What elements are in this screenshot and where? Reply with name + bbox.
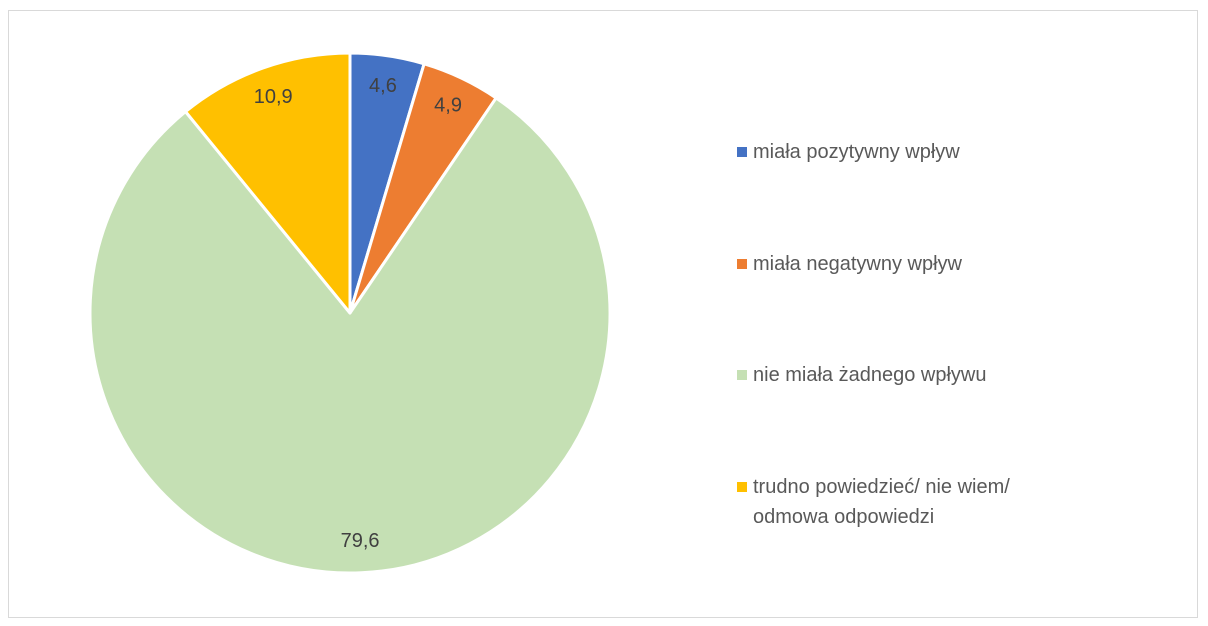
legend-swatch [737, 259, 747, 269]
legend-item: trudno powiedzieć/ nie wiem/ odmowa odpo… [737, 472, 1117, 532]
data-label: 4,6 [369, 75, 397, 97]
legend-item: nie miała żadnego wpływu [737, 360, 1117, 390]
legend-swatch [737, 482, 747, 492]
legend-label: nie miała żadnego wpływu [753, 364, 987, 386]
legend-item: miała negatywny wpływ [737, 249, 1117, 279]
data-label: 10,9 [254, 86, 293, 108]
pie-slice [184, 51, 352, 315]
data-label: 4,9 [434, 95, 462, 117]
legend-label: trudno powiedzieć/ nie wiem/ odmowa odpo… [753, 476, 1010, 528]
legend-label: miała pozytywny wpływ [753, 141, 960, 163]
legend-label: miała negatywny wpływ [753, 253, 962, 275]
legend-item: miała pozytywny wpływ [737, 137, 1117, 167]
chart-frame [8, 10, 1198, 618]
data-label: 79,6 [341, 530, 380, 552]
legend-swatch [737, 370, 747, 380]
legend-swatch [737, 147, 747, 157]
pie-slice [88, 96, 612, 575]
